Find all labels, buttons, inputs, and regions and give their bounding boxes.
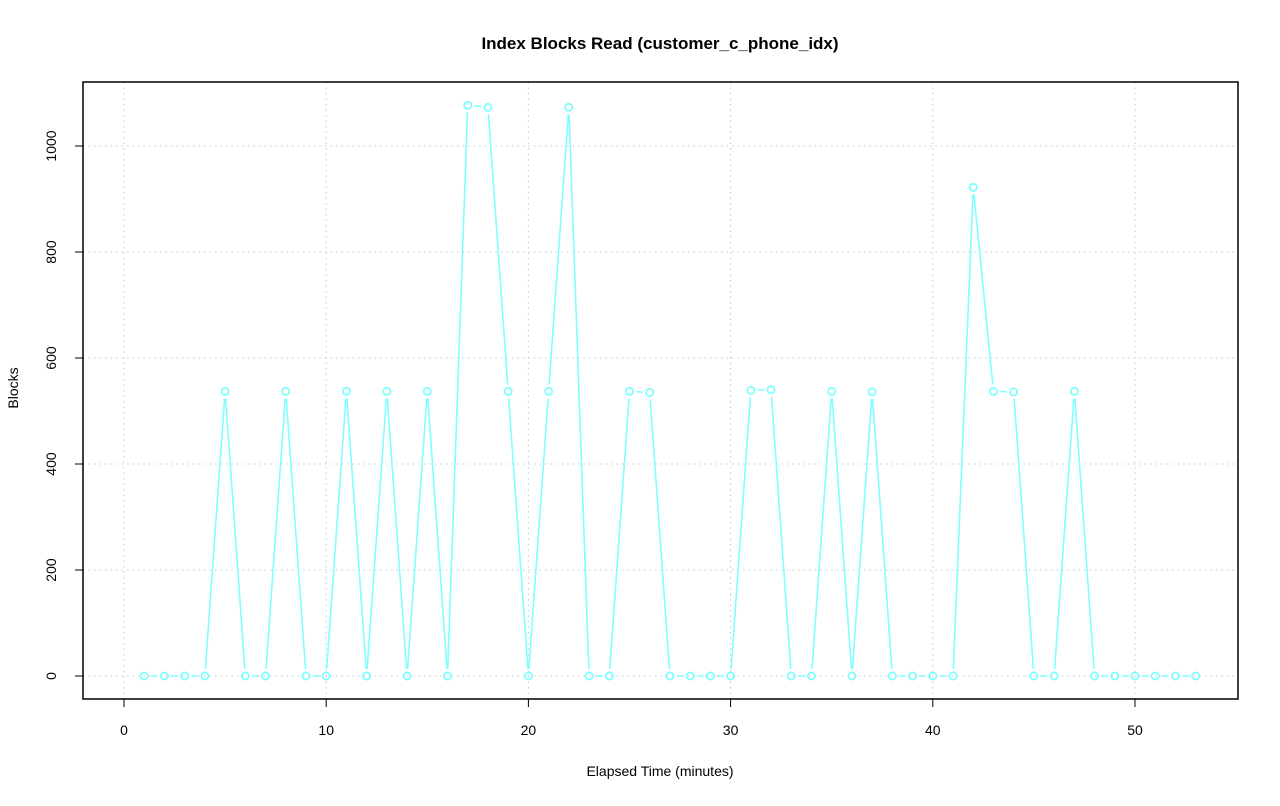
y-tick-label: 0 (43, 672, 59, 680)
series-segment (772, 397, 791, 669)
series-segment (387, 398, 406, 669)
data-point (545, 388, 552, 395)
data-point (990, 388, 997, 395)
series-segment (852, 399, 871, 669)
data-point (383, 388, 390, 395)
series-segment (953, 194, 973, 669)
data-point (970, 184, 977, 191)
data-point (424, 388, 431, 395)
y-tick-label: 200 (43, 558, 59, 582)
series-segment (286, 398, 305, 669)
data-point (869, 388, 876, 395)
axes: 0 10 20 30 40 50 0 200 400 600 800 1000 (43, 130, 1143, 738)
series-segment (448, 112, 468, 669)
series-segment (549, 114, 568, 384)
series-segment (509, 398, 528, 669)
series-segment (1014, 399, 1033, 669)
data-point (505, 388, 512, 395)
x-tick-label: 10 (318, 722, 334, 738)
data-point (282, 388, 289, 395)
y-tick-label: 1000 (43, 130, 59, 161)
series-segment (650, 399, 669, 669)
x-tick-label: 40 (925, 722, 941, 738)
series-segment (569, 114, 589, 669)
data-point (767, 386, 774, 393)
data-point (808, 672, 815, 679)
series-segment (408, 398, 427, 669)
data-point (1152, 672, 1159, 679)
series-segment (266, 398, 285, 669)
data-point (747, 387, 754, 394)
series (141, 102, 1200, 680)
data-point (646, 389, 653, 396)
series-segment (475, 106, 481, 107)
chart-title: Index Blocks Read (customer_c_phone_idx) (481, 34, 838, 53)
data-point (1030, 672, 1037, 679)
plot-frame (83, 82, 1238, 699)
x-axis-label: Elapsed Time (minutes) (586, 763, 733, 779)
data-point (828, 388, 835, 395)
data-point (626, 388, 633, 395)
series-segment (812, 398, 831, 669)
data-point (343, 388, 350, 395)
data-point (484, 104, 491, 111)
y-axis-label: Blocks (5, 367, 21, 408)
series-segment (1055, 398, 1074, 669)
series-segment (731, 397, 750, 669)
series-segment (873, 399, 892, 669)
data-point (222, 388, 229, 395)
x-tick-label: 0 (120, 722, 128, 738)
series-segment (529, 398, 548, 669)
data-point (444, 672, 451, 679)
series-segment (367, 398, 386, 669)
x-tick-label: 50 (1127, 722, 1143, 738)
y-tick-label: 600 (43, 346, 59, 370)
data-point (1192, 672, 1199, 679)
data-point (687, 672, 694, 679)
grid (83, 82, 1238, 699)
series-segment (974, 194, 993, 384)
data-point (909, 672, 916, 679)
data-point (464, 102, 471, 109)
data-point (403, 672, 410, 679)
data-point (1091, 672, 1098, 679)
series-segment (832, 398, 851, 669)
series-segment (610, 398, 629, 669)
x-tick-label: 30 (723, 722, 739, 738)
data-point (565, 104, 572, 111)
data-point (1071, 388, 1078, 395)
data-point (1010, 388, 1017, 395)
x-tick-label: 20 (521, 722, 537, 738)
series-segment (226, 398, 245, 669)
series-segment (428, 398, 447, 669)
series-segment (1075, 398, 1094, 669)
series-segment (205, 398, 224, 669)
y-tick-label: 800 (43, 240, 59, 264)
series-segment (488, 114, 507, 384)
series-segment (347, 398, 366, 669)
series-segment (327, 398, 346, 669)
y-tick-label: 400 (43, 452, 59, 476)
